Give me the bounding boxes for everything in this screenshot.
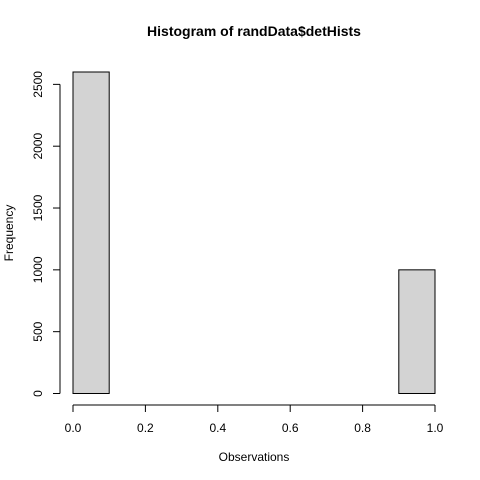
histogram-bar-0 [72,71,110,394]
x-tick-label: 0.8 [354,421,371,435]
y-tick-label: 0 [31,390,45,397]
x-tick-label: 0.4 [209,421,226,435]
bars-group [72,71,436,395]
y-tick-label: 2500 [31,71,45,98]
y-tick-label: 500 [31,321,45,341]
chart-title: Histogram of randData$detHists [147,23,361,39]
y-axis: 0 500 1000 1500 2000 2500 [31,71,61,397]
y-tick-label: 2000 [31,133,45,160]
x-tick-label: 0.2 [137,421,154,435]
x-axis-label: Observations [219,450,290,464]
y-tick-label: 1000 [31,256,45,283]
x-tick-label: 0.0 [65,421,82,435]
y-tick-label: 1500 [31,194,45,221]
x-axis: 0.0 0.2 0.4 0.6 0.8 1.0 [65,404,444,435]
x-tick-label: 0.6 [282,421,299,435]
histogram-bar-9 [398,269,436,395]
x-tick-label: 1.0 [427,421,444,435]
y-axis-label: Frequency [2,205,16,262]
